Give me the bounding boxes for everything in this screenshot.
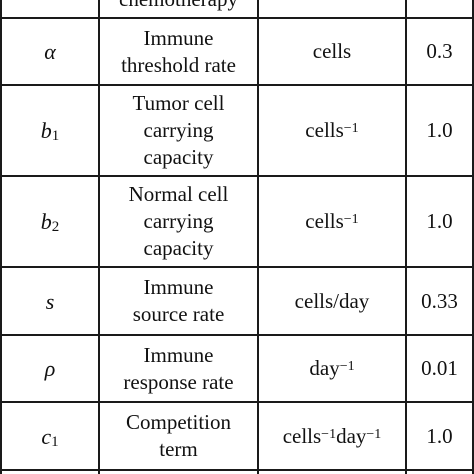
symbol-cell: ρ xyxy=(2,336,98,401)
partial-description-cell: chemotherapy xyxy=(100,0,257,13)
value-text: 1.0 xyxy=(426,118,453,142)
row-divider xyxy=(0,401,474,403)
unit-text: cells xyxy=(305,209,344,233)
column-divider xyxy=(472,0,474,474)
column-divider xyxy=(98,0,100,474)
value-text: 0.3 xyxy=(426,39,453,63)
value-cell: 0.3 xyxy=(407,19,472,84)
value-cell: 0.01 xyxy=(407,336,472,401)
unit-cell: cells xyxy=(259,19,405,84)
row-divider xyxy=(0,84,474,86)
value-cell: 0.33 xyxy=(407,268,472,334)
value-text: 0.01 xyxy=(421,356,458,380)
value-cell: 1.0 xyxy=(407,177,472,266)
description-line: response rate xyxy=(123,369,234,394)
description-line: threshold rate xyxy=(121,52,236,77)
symbol-text: b xyxy=(40,209,52,234)
unit-cell: cells −1 xyxy=(259,177,405,266)
unit-exponent-2: −1 xyxy=(366,426,382,442)
description-line: carrying xyxy=(143,118,214,142)
unit-text: cells/day xyxy=(294,288,370,313)
symbol-cell: α xyxy=(2,19,98,84)
unit-exponent: −1 xyxy=(343,121,359,136)
column-divider xyxy=(405,0,407,474)
value-text: 1.0 xyxy=(426,423,453,448)
description-line: Normal cell xyxy=(128,182,229,206)
unit-exponent: −1 xyxy=(343,212,359,227)
row-divider xyxy=(0,175,474,177)
unit-text: cells xyxy=(305,118,344,142)
symbol-text: s xyxy=(45,288,55,314)
partial-description-text: chemotherapy xyxy=(119,0,238,13)
description-line: Immune xyxy=(143,275,214,299)
column-divider xyxy=(257,0,259,474)
symbol-text: ρ xyxy=(44,356,56,381)
unit-text: cells xyxy=(282,423,322,448)
description-cell: Immune threshold rate xyxy=(100,19,257,84)
value-cell: 1.0 xyxy=(407,403,472,469)
symbol-cell: s xyxy=(2,268,98,334)
unit-cell: day −1 xyxy=(259,336,405,401)
row-divider xyxy=(0,17,474,19)
column-divider xyxy=(0,0,2,474)
description-cell: Competition term xyxy=(100,403,257,469)
row-divider xyxy=(0,469,474,471)
symbol-subscript: 1 xyxy=(51,128,60,144)
description-line: Immune xyxy=(143,25,214,50)
unit-cell: cells −1 day −1 xyxy=(259,403,405,469)
unit-text: cells xyxy=(312,39,352,63)
value-text: 0.33 xyxy=(421,288,458,313)
unit-cell: cells −1 xyxy=(259,86,405,175)
description-line: capacity xyxy=(143,236,214,260)
value-cell: 1.0 xyxy=(407,86,472,175)
description-cell: Immune source rate xyxy=(100,268,257,334)
unit-cell: cells/day xyxy=(259,268,405,334)
description-cell: Normal cell carrying capacity xyxy=(100,177,257,266)
description-line: Immune xyxy=(143,342,214,367)
unit-exponent: −1 xyxy=(321,426,337,442)
symbol-subscript: 2 xyxy=(51,219,60,235)
symbol-text: α xyxy=(44,39,56,64)
description-line: Tumor cell xyxy=(132,91,225,115)
unit-text-2: day xyxy=(336,423,367,448)
row-divider xyxy=(0,266,474,268)
unit-exponent: −1 xyxy=(339,359,355,374)
description-line: Competition xyxy=(126,410,231,434)
unit-text: day xyxy=(309,356,340,380)
description-cell: Immune response rate xyxy=(100,336,257,401)
description-line: carrying xyxy=(143,209,214,233)
description-line: term xyxy=(159,437,198,461)
value-text: 1.0 xyxy=(426,209,453,233)
description-cell: Tumor cell carrying capacity xyxy=(100,86,257,175)
description-line: source rate xyxy=(132,302,225,326)
row-divider xyxy=(0,334,474,336)
description-line: capacity xyxy=(143,145,214,169)
symbol-text: c xyxy=(41,423,52,449)
symbol-text: b xyxy=(40,118,52,143)
symbol-subscript: 1 xyxy=(51,433,59,450)
